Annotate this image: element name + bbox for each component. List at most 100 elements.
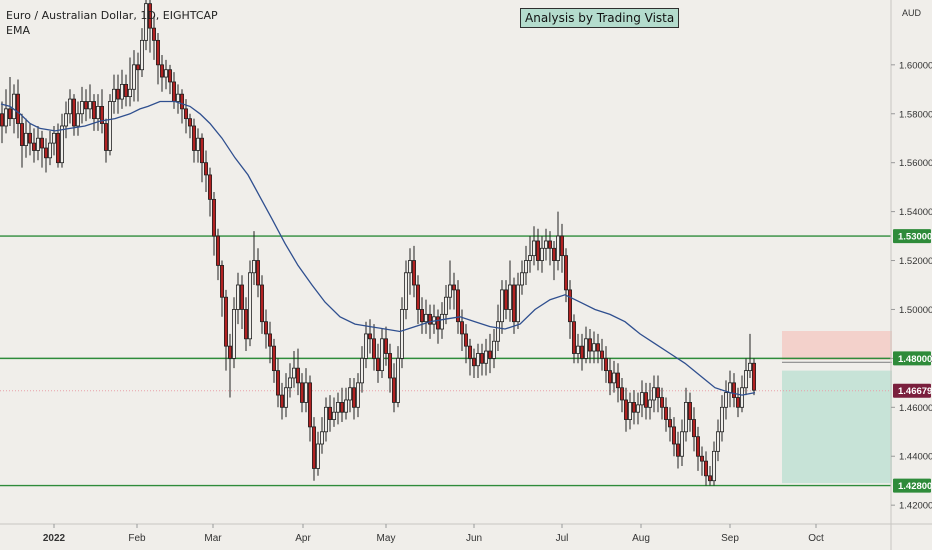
candle-body [507, 284, 512, 310]
candle-body [355, 382, 360, 408]
candle-body [367, 333, 372, 340]
candle-body [299, 382, 304, 403]
candle-body [564, 255, 569, 291]
candle [439, 302, 444, 339]
candle-body [716, 431, 721, 452]
candle-body [15, 93, 20, 124]
candle [752, 358, 757, 396]
candle [708, 466, 713, 486]
candle [88, 84, 93, 119]
candle [479, 343, 484, 376]
candle-body [60, 125, 65, 164]
candle [391, 363, 396, 413]
candle-body [27, 132, 32, 144]
candle [19, 113, 24, 168]
candle [195, 128, 200, 163]
candle-body [80, 101, 85, 115]
candle [187, 113, 192, 139]
candle [0, 101, 4, 144]
candle [104, 118, 109, 163]
candle-body [231, 309, 236, 359]
candle [512, 277, 517, 334]
candle-body [736, 397, 741, 408]
candle [499, 280, 504, 334]
candle-body [52, 132, 57, 144]
candle [351, 377, 356, 420]
candle-body [520, 272, 525, 286]
candle-body [419, 309, 424, 323]
candle [624, 387, 629, 432]
candle [475, 343, 480, 378]
candle-body [451, 284, 456, 291]
candle-body [608, 370, 613, 384]
candle [259, 275, 264, 334]
candle [435, 309, 440, 344]
candle-body [568, 289, 573, 323]
candle [307, 375, 312, 442]
candle [120, 69, 125, 109]
candle [367, 319, 372, 354]
candle [451, 272, 456, 310]
candle [443, 284, 448, 325]
candle-body [459, 321, 464, 335]
candle [676, 431, 681, 469]
candle-body [415, 284, 420, 310]
candle [27, 123, 32, 156]
candle-body [92, 101, 97, 120]
ema-line [0, 100, 756, 396]
candle-body [491, 340, 496, 359]
candle [239, 275, 244, 330]
candle [247, 260, 252, 347]
candle-body [96, 106, 101, 120]
candle-body [483, 350, 488, 364]
y-tick-label: 1.42000 [899, 501, 932, 512]
candle-body [640, 392, 645, 406]
candle-body [23, 132, 28, 146]
candle-body [331, 411, 336, 420]
candle-body [291, 367, 296, 379]
candle-body [576, 345, 581, 354]
candle-body [528, 255, 533, 261]
candle [303, 368, 308, 413]
candle-body [131, 64, 136, 90]
candle-body [359, 357, 364, 384]
candle-body [668, 419, 673, 428]
candle [271, 338, 276, 383]
candle-body [680, 431, 685, 457]
candle [139, 28, 144, 78]
candle [403, 260, 408, 320]
candle [135, 52, 140, 102]
candle [507, 260, 512, 322]
candle-body [219, 265, 224, 298]
candle-body [227, 345, 232, 359]
candle-body [155, 39, 160, 66]
candle [275, 358, 280, 408]
candle-body [255, 260, 260, 286]
candle-body [263, 321, 268, 335]
candle [532, 226, 537, 266]
candle [279, 382, 284, 420]
candle-body [375, 357, 380, 372]
candle-body [235, 284, 240, 310]
candle-body [407, 260, 412, 274]
candle [503, 280, 508, 320]
candle [44, 138, 49, 173]
candle [652, 375, 657, 413]
candle [455, 280, 460, 334]
candle-body [616, 372, 621, 389]
candle-body [600, 350, 605, 359]
candle-body [283, 387, 288, 408]
candle-body [40, 137, 45, 149]
candle-body [203, 162, 208, 176]
stop-loss-zone [782, 330, 892, 360]
candle [640, 380, 645, 418]
candle [620, 377, 625, 413]
candle-body [211, 198, 216, 237]
candle [199, 133, 204, 183]
candle [191, 118, 196, 163]
candle [159, 55, 164, 92]
candle-body [744, 370, 749, 389]
candle-body [335, 402, 340, 413]
currency-label: AUD [902, 8, 922, 18]
